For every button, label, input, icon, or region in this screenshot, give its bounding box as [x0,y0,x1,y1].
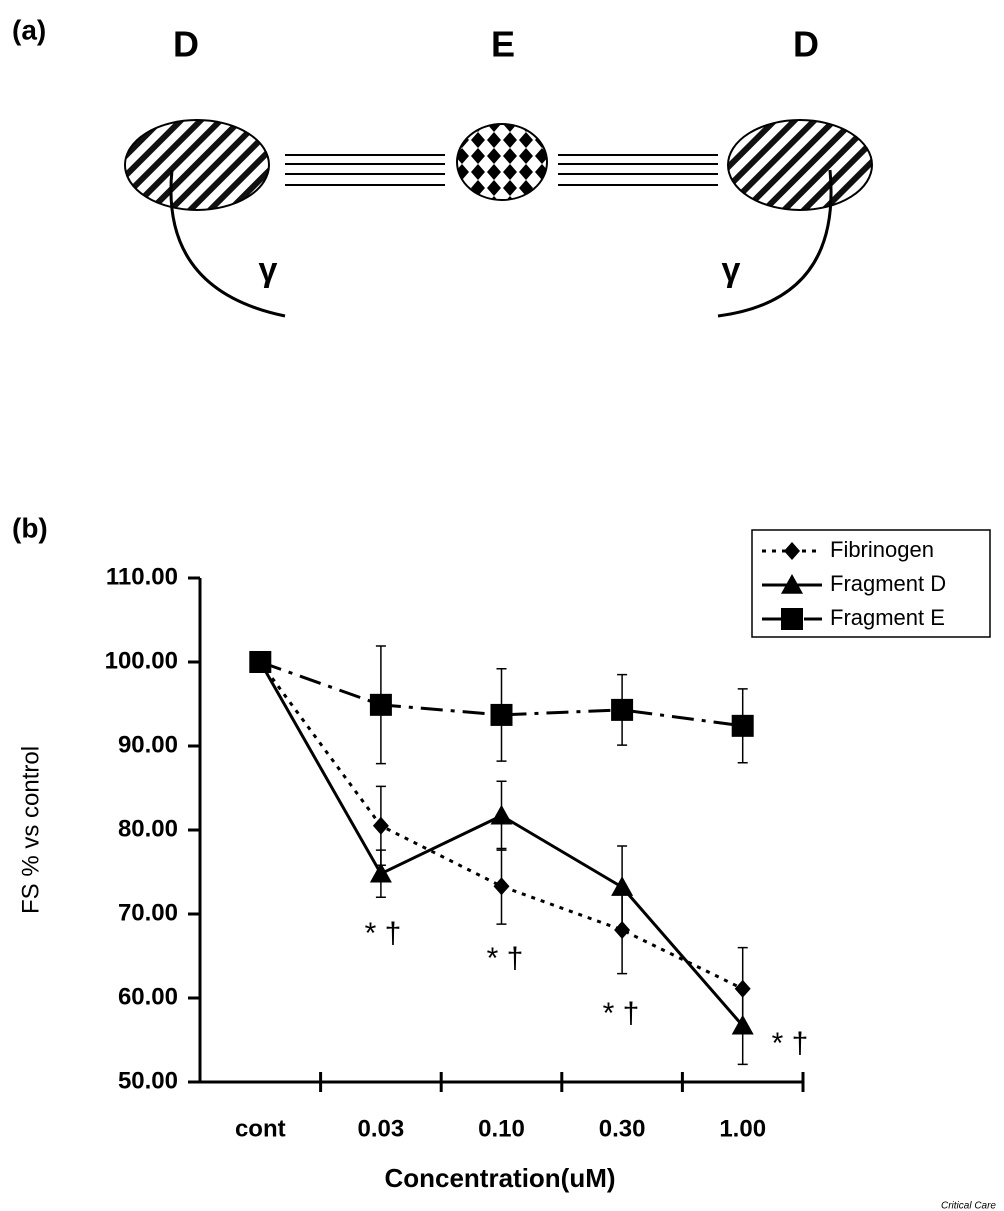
marker [781,574,803,594]
y-tick-label: 90.00 [118,731,178,758]
domain-label: E [491,24,515,65]
e-domain [456,123,548,201]
panel-label: (a) [12,14,46,45]
series-line [259,661,744,991]
legend-label: Fragment E [830,605,945,630]
legend-label: Fibrinogen [830,537,934,562]
gamma-label: γ [259,251,278,289]
y-tick-label: 60.00 [118,983,178,1010]
coiled-coil [285,154,718,186]
marker [490,804,513,825]
panel-label: (b) [12,512,48,543]
series [249,651,754,1066]
source: Critical Care [941,1201,996,1211]
marker [784,542,800,560]
marker [369,693,392,716]
marker [369,862,392,883]
annotation: * † [772,1027,809,1060]
annotation: * † [365,917,402,950]
series-line [259,660,743,728]
y-tick-label: 100.00 [105,647,178,674]
x-tick-label: 0.03 [358,1115,405,1142]
y-tick-label: 70.00 [118,899,178,926]
legend: Fibrinogen Fragment D Fragment E [751,529,991,638]
gamma-chain [717,169,833,318]
y-axis-label: FS % vs control [17,746,44,914]
legend-label: Fragment D [830,571,946,596]
marker [493,877,510,896]
x-tick-label: cont [235,1115,286,1142]
y-tick-label: 110.00 [106,563,178,590]
x-tick-label: 0.30 [599,1115,646,1142]
gamma-chain [169,169,286,318]
marker [611,698,634,721]
series [249,645,754,765]
d-domain [124,119,270,211]
x-tick-label: 0.10 [478,1115,525,1142]
marker [611,876,634,896]
marker [614,920,631,939]
y-tick-label: 80.00 [118,815,178,842]
marker [731,1014,754,1035]
marker [249,651,272,673]
annotation: * † [487,942,524,975]
y-tick-label: 50.00 [118,1067,178,1094]
marker [490,703,513,726]
diagram: (a) D E D γ γ [12,14,873,318]
domain-label: D [793,24,819,65]
x-axis-label: Concentration(uM) [384,1163,615,1193]
annotation: * † [603,997,640,1030]
marker [731,714,754,737]
marker [372,816,389,835]
marker [781,608,803,630]
d-domain [727,119,873,211]
x-tick-label: 1.00 [719,1115,766,1142]
gamma-label: γ [722,251,741,289]
domain-label: D [173,24,199,65]
